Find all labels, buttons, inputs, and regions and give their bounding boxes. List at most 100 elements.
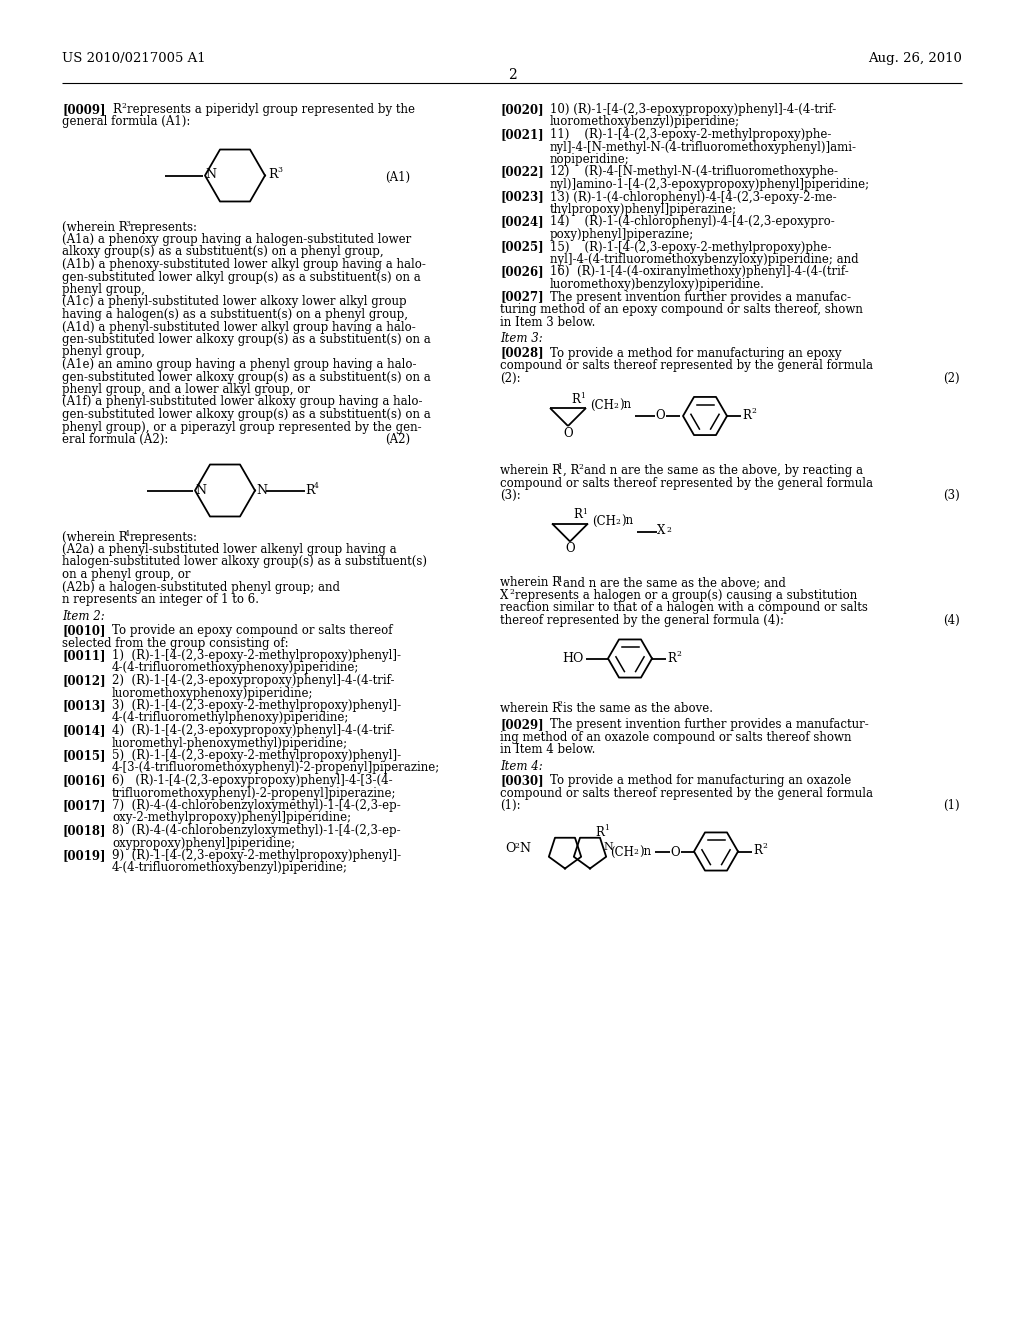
Text: represents:: represents: — [130, 220, 198, 234]
Text: 2: 2 — [508, 69, 516, 82]
Text: [0029]: [0029] — [500, 718, 544, 731]
Text: 12)    (R)-4-[N-methyl-N-(4-trifluoromethoxyphe-: 12) (R)-4-[N-methyl-N-(4-trifluoromethox… — [550, 165, 838, 178]
Text: 15)    (R)-1-[4-(2,3-epoxy-2-methylpropoxy)phe-: 15) (R)-1-[4-(2,3-epoxy-2-methylpropoxy)… — [550, 240, 831, 253]
Text: compound or salts thereof represented by the general formula: compound or salts thereof represented by… — [500, 787, 873, 800]
Text: wherein R: wherein R — [500, 577, 561, 590]
Text: 4-(4-trifluoromethylphenoxy)piperidine;: 4-(4-trifluoromethylphenoxy)piperidine; — [112, 711, 349, 725]
Text: (2):: (2): — [500, 371, 520, 384]
Text: (A1b) a phenoxy-substituted lower alkyl group having a halo-: (A1b) a phenoxy-substituted lower alkyl … — [62, 257, 426, 271]
Text: R: R — [742, 409, 751, 422]
Text: phenyl group,: phenyl group, — [62, 346, 144, 359]
Text: [0014]: [0014] — [62, 723, 105, 737]
Text: [0027]: [0027] — [500, 290, 544, 304]
Text: in Item 3 below.: in Item 3 below. — [500, 315, 595, 329]
Text: (3):: (3): — [500, 488, 521, 502]
Text: [0016]: [0016] — [62, 774, 105, 787]
Text: and n are the same as the above, by reacting a: and n are the same as the above, by reac… — [584, 465, 863, 477]
Text: nyl]-4-(4-trifluoromethoxybenzyloxy)piperidine; and: nyl]-4-(4-trifluoromethoxybenzyloxy)pipe… — [550, 253, 859, 267]
Text: general formula (A1):: general formula (A1): — [62, 116, 190, 128]
Text: represents a piperidyl group represented by the: represents a piperidyl group represented… — [127, 103, 415, 116]
Text: 2: 2 — [578, 463, 583, 471]
Text: (A1): (A1) — [385, 170, 410, 183]
Text: To provide a method for manufacturing an epoxy: To provide a method for manufacturing an… — [550, 346, 842, 359]
Text: To provide an epoxy compound or salts thereof: To provide an epoxy compound or salts th… — [112, 624, 392, 638]
Text: (A1d) a phenyl-substituted lower alkyl group having a halo-: (A1d) a phenyl-substituted lower alkyl g… — [62, 321, 416, 334]
Text: thereof represented by the general formula (4):: thereof represented by the general formu… — [500, 614, 784, 627]
Text: on a phenyl group, or: on a phenyl group, or — [62, 568, 190, 581]
Text: The present invention further provides a manufac-: The present invention further provides a… — [550, 290, 851, 304]
Text: 1: 1 — [580, 392, 585, 400]
Text: 16)  (R)-1-[4-(4-oxiranylmethoxy)phenyl]-4-(4-(trif-: 16) (R)-1-[4-(4-oxiranylmethoxy)phenyl]-… — [550, 265, 849, 279]
Text: (wherein R: (wherein R — [62, 531, 128, 544]
Text: 3: 3 — [125, 219, 130, 227]
Text: [0015]: [0015] — [62, 748, 105, 762]
Text: Item 2:: Item 2: — [62, 610, 104, 623]
Text: N: N — [195, 483, 206, 496]
Text: (wherein R: (wherein R — [62, 220, 128, 234]
Text: eral formula (A2):: eral formula (A2): — [62, 433, 168, 446]
Text: 2: 2 — [613, 403, 617, 411]
Text: N: N — [205, 169, 216, 181]
Text: O: O — [563, 426, 572, 440]
Text: (A2): (A2) — [385, 433, 410, 446]
Text: O: O — [670, 846, 680, 858]
Text: N: N — [256, 483, 267, 496]
Text: turing method of an epoxy compound or salts thereof, shown: turing method of an epoxy compound or sa… — [500, 304, 863, 315]
Text: 2: 2 — [751, 407, 756, 414]
Text: nopiperidine;: nopiperidine; — [550, 153, 630, 166]
Text: 2: 2 — [514, 842, 519, 850]
Text: (CH: (CH — [592, 515, 615, 528]
Text: [0013]: [0013] — [62, 700, 105, 711]
Text: [0028]: [0028] — [500, 346, 544, 359]
Text: gen-substituted lower alkoxy group(s) as a substituent(s) on a: gen-substituted lower alkoxy group(s) as… — [62, 371, 431, 384]
Text: (A2a) a phenyl-substituted lower alkenyl group having a: (A2a) a phenyl-substituted lower alkenyl… — [62, 543, 396, 556]
Text: R: R — [305, 483, 314, 496]
Text: and n are the same as the above; and: and n are the same as the above; and — [563, 577, 785, 590]
Text: 11)    (R)-1-[4-(2,3-epoxy-2-methylpropoxy)phe-: 11) (R)-1-[4-(2,3-epoxy-2-methylpropoxy)… — [550, 128, 831, 141]
Text: , R: , R — [563, 465, 580, 477]
Text: [0025]: [0025] — [500, 240, 544, 253]
Text: [0011]: [0011] — [62, 649, 105, 663]
Text: oxypropoxy)phenyl]piperidine;: oxypropoxy)phenyl]piperidine; — [112, 837, 295, 850]
Text: alkoxy group(s) as a substituent(s) on a phenyl group,: alkoxy group(s) as a substituent(s) on a… — [62, 246, 384, 259]
Text: 5)  (R)-1-[4-(2,3-epoxy-2-methylpropoxy)phenyl]-: 5) (R)-1-[4-(2,3-epoxy-2-methylpropoxy)p… — [112, 748, 401, 762]
Text: ing method of an oxazole compound or salts thereof shown: ing method of an oxazole compound or sal… — [500, 730, 852, 743]
Text: 1: 1 — [604, 825, 609, 833]
Text: thylpropoxy)phenyl]piperazine;: thylpropoxy)phenyl]piperazine; — [550, 203, 737, 216]
Text: gen-substituted lower alkyl group(s) as a substituent(s) on a: gen-substituted lower alkyl group(s) as … — [62, 271, 421, 284]
Text: [0009]: [0009] — [62, 103, 105, 116]
Text: having a halogen(s) as a substituent(s) on a phenyl group,: having a halogen(s) as a substituent(s) … — [62, 308, 408, 321]
Text: 6)   (R)-1-[4-(2,3-epoxypropoxy)phenyl]-4-[3-(4-: 6) (R)-1-[4-(2,3-epoxypropoxy)phenyl]-4-… — [112, 774, 392, 787]
Text: [0020]: [0020] — [500, 103, 544, 116]
Text: X: X — [657, 524, 666, 537]
Text: [0021]: [0021] — [500, 128, 544, 141]
Text: halogen-substituted lower alkoxy group(s) as a substituent(s): halogen-substituted lower alkoxy group(s… — [62, 556, 427, 569]
Text: luoromethoxybenzyl)piperidine;: luoromethoxybenzyl)piperidine; — [550, 116, 740, 128]
Text: represents a halogen or a group(s) causing a substitution: represents a halogen or a group(s) causi… — [515, 589, 857, 602]
Text: R: R — [573, 508, 582, 521]
Text: [0026]: [0026] — [500, 265, 544, 279]
Text: R: R — [667, 652, 676, 664]
Text: (2): (2) — [943, 371, 961, 384]
Text: [0017]: [0017] — [62, 799, 105, 812]
Text: (1):: (1): — [500, 799, 520, 812]
Text: [0022]: [0022] — [500, 165, 544, 178]
Text: 4-[3-(4-trifluoromethoxyphenyl)-2-propenyl]piperazine;: 4-[3-(4-trifluoromethoxyphenyl)-2-propen… — [112, 762, 440, 775]
Text: )n: )n — [618, 399, 631, 412]
Text: nyl)]amino-1-[4-(2,3-epoxypropoxy)phenyl]piperidine;: nyl)]amino-1-[4-(2,3-epoxypropoxy)phenyl… — [550, 178, 870, 191]
Text: US 2010/0217005 A1: US 2010/0217005 A1 — [62, 51, 206, 65]
Text: 2: 2 — [557, 701, 562, 709]
Text: wherein R: wherein R — [500, 465, 561, 477]
Text: O: O — [505, 842, 515, 854]
Text: 9)  (R)-1-[4-(2,3-epoxy-2-methylpropoxy)phenyl]-: 9) (R)-1-[4-(2,3-epoxy-2-methylpropoxy)p… — [112, 849, 401, 862]
Text: nyl]-4-[N-methyl-N-(4-trifluoromethoxyphenyl)]ami-: nyl]-4-[N-methyl-N-(4-trifluoromethoxyph… — [550, 140, 857, 153]
Text: luoromethyl-phenoxymethyl)piperidine;: luoromethyl-phenoxymethyl)piperidine; — [112, 737, 348, 750]
Text: (A2b) a halogen-substituted phenyl group; and: (A2b) a halogen-substituted phenyl group… — [62, 581, 340, 594]
Text: 1: 1 — [557, 576, 562, 583]
Text: Aug. 26, 2010: Aug. 26, 2010 — [868, 51, 962, 65]
Text: 10) (R)-1-[4-(2,3-epoxypropoxy)phenyl]-4-(4-trif-: 10) (R)-1-[4-(2,3-epoxypropoxy)phenyl]-4… — [550, 103, 837, 116]
Text: 2)  (R)-1-[4-(2,3-epoxypropoxy)phenyl]-4-(4-trif-: 2) (R)-1-[4-(2,3-epoxypropoxy)phenyl]-4-… — [112, 675, 394, 686]
Text: 4: 4 — [314, 482, 318, 490]
Text: O: O — [565, 543, 574, 556]
Text: 4)  (R)-1-[4-(2,3-epoxypropoxy)phenyl]-4-(4-trif-: 4) (R)-1-[4-(2,3-epoxypropoxy)phenyl]-4-… — [112, 723, 394, 737]
